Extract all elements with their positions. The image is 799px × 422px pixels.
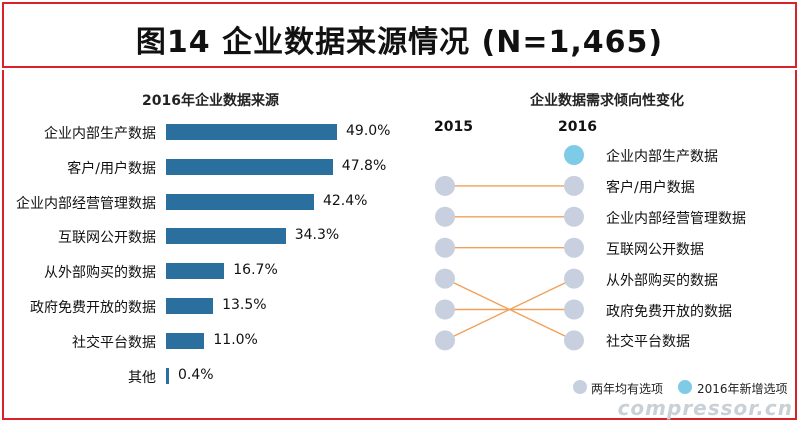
slope-item-label: 政府免费开放的数据 — [606, 303, 732, 320]
dot-2015 — [435, 330, 455, 351]
bar-value-label: 49.0% — [346, 123, 391, 139]
legend-existing-label: 两年均有选项 — [591, 382, 664, 396]
dot-2016 — [564, 206, 584, 227]
bar-category-label: 企业内部经营管理数据 — [16, 195, 156, 212]
bar-category-label: 客户/用户数据 — [67, 160, 156, 177]
bar-value-label: 0.4% — [178, 366, 214, 383]
bar-category-label: 社交平台数据 — [72, 334, 156, 351]
slope-line — [444, 277, 575, 342]
bar-category-label: 企业内部生产数据 — [44, 126, 156, 142]
bar — [166, 158, 333, 175]
bar-value-label: 47.8% — [341, 157, 387, 174]
slope-chart-title: 企业数据需求倾向性变化 — [530, 93, 684, 109]
dot-2015 — [435, 299, 455, 320]
legend-new-label: 2016年新增选项 — [697, 382, 788, 396]
bar — [166, 298, 214, 314]
dot-2015 — [435, 237, 455, 258]
bar — [166, 263, 225, 280]
bar-chart-title: 2016年企业数据来源 — [142, 93, 279, 109]
title-box: 图14 企业数据来源情况 (N=1,465) — [2, 2, 797, 68]
bar — [166, 124, 337, 140]
slope-item-label: 客户/用户数据 — [606, 179, 695, 196]
dot-2016 — [564, 175, 584, 196]
watermark-logo: compressor.cn — [617, 396, 793, 420]
bar-category-label: 政府免费开放的数据 — [30, 300, 156, 316]
bar — [166, 193, 314, 210]
slope-item-label: 从外部购买的数据 — [606, 272, 718, 289]
year-2015-label: 2015 — [434, 119, 473, 135]
bar-value-label: 34.3% — [294, 227, 340, 244]
bar-category-label: 其他 — [128, 369, 156, 386]
dot-2016 — [564, 330, 584, 351]
dot-2016 — [564, 145, 584, 165]
dot-2015 — [435, 175, 455, 196]
slope-item-label: 企业内部经营管理数据 — [606, 210, 746, 227]
dot-2015 — [435, 268, 455, 289]
dot-2016 — [564, 268, 584, 289]
bar-value-label: 11.0% — [213, 331, 258, 348]
dot-2016 — [564, 299, 584, 320]
bar — [166, 228, 286, 245]
bar — [166, 367, 169, 384]
bar — [166, 332, 205, 349]
dot-2016 — [564, 237, 584, 258]
dot-2015 — [435, 206, 455, 227]
bar-value-label: 16.7% — [233, 262, 278, 279]
chart-area — [2, 70, 797, 420]
bar-category-label: 互联网公开数据 — [58, 230, 156, 247]
slope-item-label: 社交平台数据 — [606, 334, 690, 351]
slope-item-label: 互联网公开数据 — [606, 241, 704, 258]
year-2016-label: 2016 — [558, 119, 597, 135]
slope-item-label: 企业内部生产数据 — [606, 149, 718, 165]
bar-category-label: 从外部购买的数据 — [44, 265, 156, 282]
bar-value-label: 13.5% — [222, 297, 267, 313]
figure-title: 图14 企业数据来源情况 (N=1,465) — [135, 25, 664, 60]
bar-value-label: 42.4% — [322, 192, 368, 209]
